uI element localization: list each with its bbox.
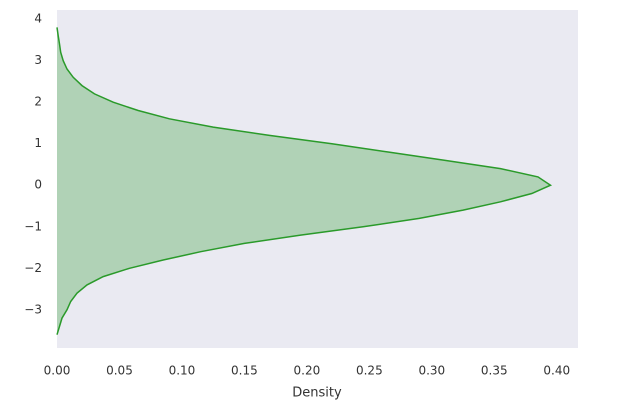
y-tick-label: 1 — [34, 136, 42, 150]
x-tick-label: 0.20 — [294, 364, 321, 378]
x-tick-label: 0.05 — [106, 364, 133, 378]
density-area — [57, 27, 551, 335]
y-tick-label: 2 — [34, 95, 42, 109]
y-tick-label: 0 — [34, 178, 42, 192]
plot-background — [57, 10, 578, 348]
y-tick-label: −1 — [24, 219, 42, 233]
x-tick-label: 0.35 — [481, 364, 508, 378]
y-tick-label: 4 — [34, 12, 42, 26]
x-tick-label: 0.30 — [418, 364, 445, 378]
x-tick-label: 0.00 — [44, 364, 71, 378]
x-tick-label: 0.40 — [543, 364, 570, 378]
y-tick-label: −3 — [24, 302, 42, 316]
x-tick-label: 0.15 — [231, 364, 258, 378]
y-tick-label: 3 — [34, 53, 42, 67]
x-axis-label: Density — [292, 386, 342, 401]
x-tick-label: 0.25 — [356, 364, 383, 378]
x-tick-label: 0.10 — [169, 364, 196, 378]
y-tick-label: −2 — [24, 261, 42, 275]
density-line — [56, 27, 553, 335]
